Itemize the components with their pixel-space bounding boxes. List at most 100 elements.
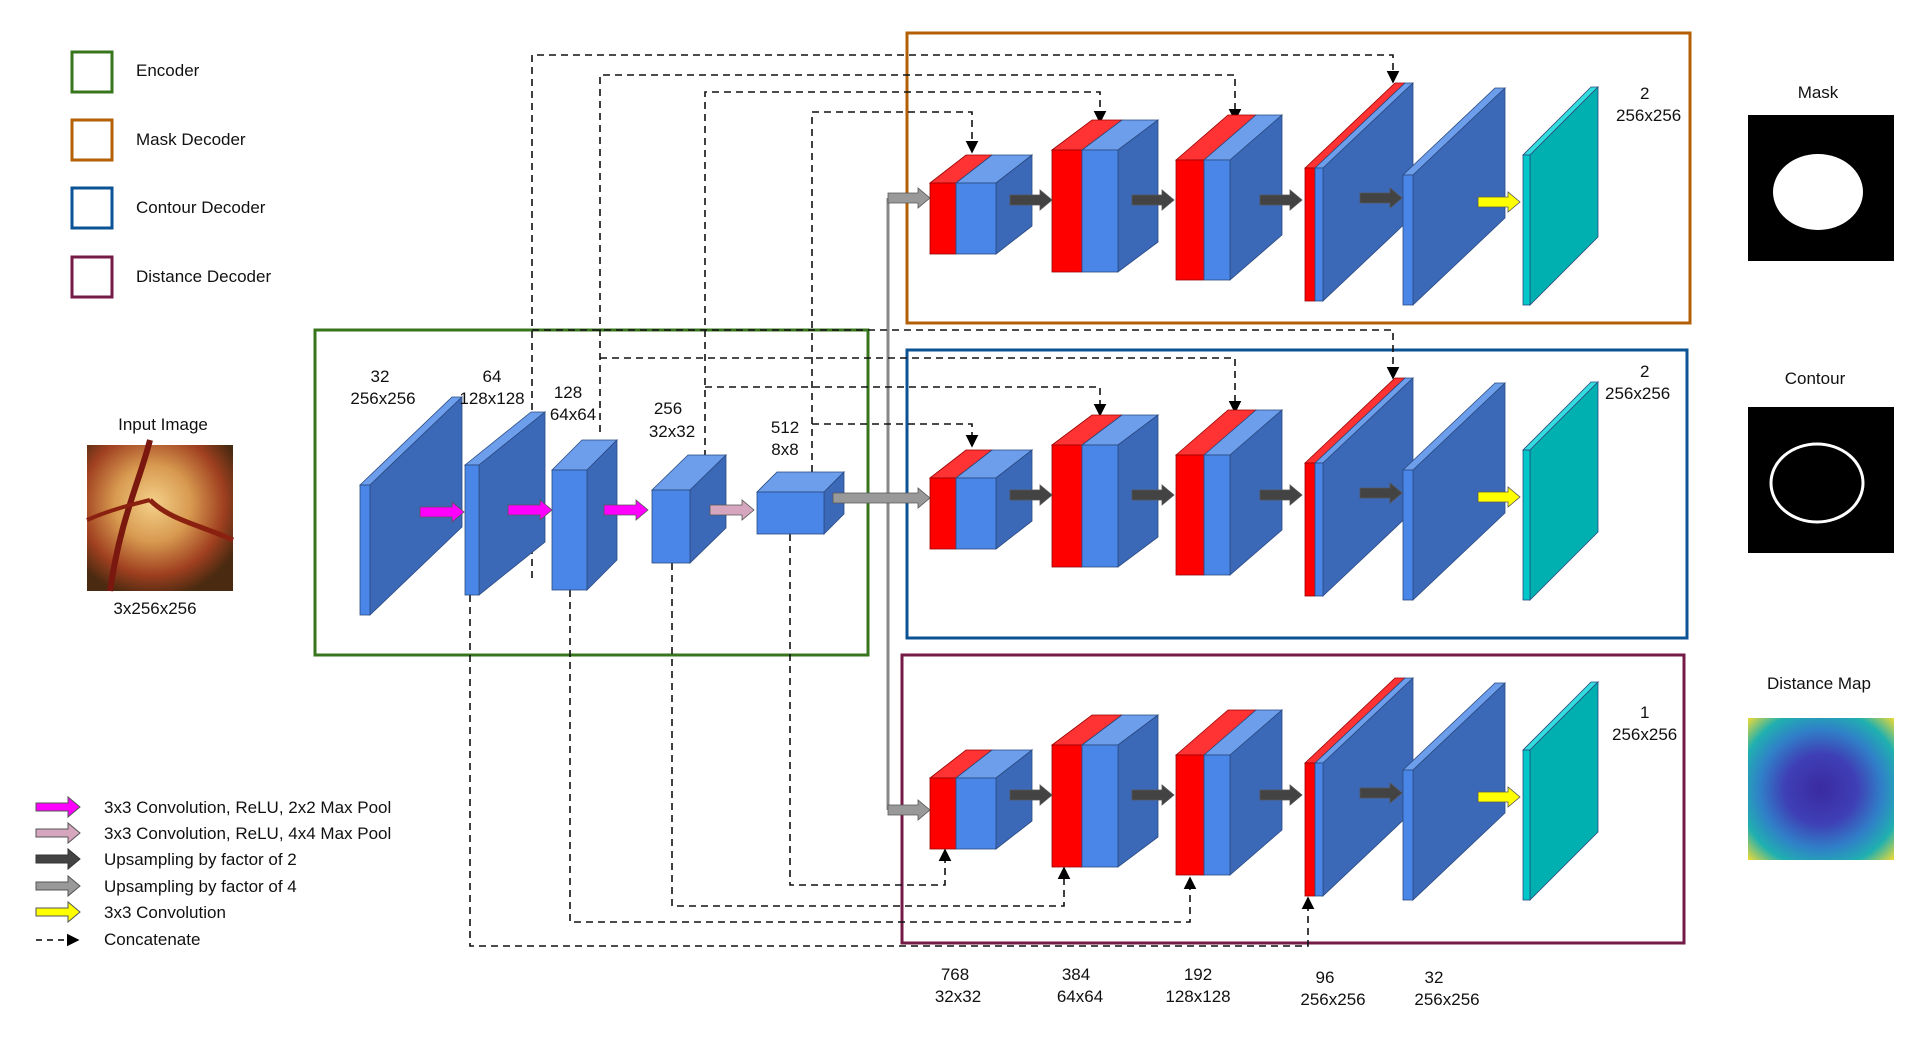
contour-decoder-block-4 <box>1303 377 1415 597</box>
input-image-panel: Input Image 3x256x256 <box>86 415 235 618</box>
contour-output-block <box>1522 381 1599 601</box>
mask-decoder-block-4-red-front <box>1304 167 1316 302</box>
encoder-channels-label: 128 <box>554 383 582 402</box>
contour-output-title: Contour <box>1785 369 1846 388</box>
encoder-color-swatch <box>70 50 114 94</box>
distance-decoder-block-3 <box>1174 709 1284 876</box>
contour-decoder-block-3-blue-front <box>1203 454 1231 576</box>
distance-decoder-block-2-red-front <box>1051 744 1083 868</box>
encoder-channels-label: 512 <box>771 418 799 437</box>
encoder-size-label: 8x8 <box>771 440 798 459</box>
feature-blocks <box>359 82 1599 901</box>
decoder-channels-label: 192 <box>1184 965 1212 984</box>
contour-decoder-block-1-red-front <box>929 477 957 550</box>
upsample2-arrow <box>1131 484 1175 506</box>
skip-connection-line <box>531 54 1400 578</box>
bottom-labels: 768 32x32 384 64x64 192 128x128 96 256x2… <box>935 965 1480 1009</box>
pink-arrow-icon <box>35 821 81 845</box>
decoder-size-label: 64x64 <box>1057 987 1103 1006</box>
skip-connection-line <box>704 91 1107 457</box>
mask-decoder-block-3 <box>1174 114 1284 281</box>
mask-decoder-block-3-blue-front <box>1203 159 1231 281</box>
distance-decoder-block-3-blue-front <box>1203 754 1231 876</box>
distance-output-size: 256x256 <box>1612 725 1677 744</box>
legend-arrow-row: Concatenate <box>36 930 200 949</box>
dark-arrow-icon <box>35 847 81 871</box>
mask-ellipse <box>1773 154 1863 230</box>
distance-decoder-block-1 <box>928 749 1034 850</box>
legend-label: Mask Decoder <box>136 130 246 149</box>
skip-connection-line <box>469 595 1315 947</box>
legend-arrow-label: Upsampling by factor of 4 <box>104 877 297 896</box>
legend: Encoder Mask Decoder Contour Decoder Dis… <box>70 50 271 299</box>
maxpool-arrow <box>507 499 553 521</box>
distance-decoder-block-2-blue-front <box>1081 744 1119 868</box>
mask-output-channels: 2 <box>1640 84 1649 103</box>
upsample2-arrow <box>1259 484 1303 506</box>
decoder-channels-label: 96 <box>1316 968 1335 987</box>
skip-connection-line <box>671 563 1071 907</box>
distance-decoder-region <box>900 653 1686 945</box>
encoder-channels-label: 64 <box>483 367 502 386</box>
encoder-labels: 32 256x256 64 128x128 128 64x64 256 32x3… <box>350 367 799 459</box>
legend-label: Encoder <box>136 61 200 80</box>
mask-output-block <box>1522 86 1599 306</box>
legend-arrow-label: Upsampling by factor of 2 <box>104 850 297 869</box>
skip-connection-line <box>600 357 1242 414</box>
contour-decoder-block-5 <box>1401 382 1507 601</box>
upsample2-arrow <box>1259 784 1303 806</box>
mask-decoder-block-5-side <box>1412 87 1506 306</box>
upsample2-arrow <box>1131 784 1175 806</box>
contour-decoder-block-5-front <box>1402 469 1414 601</box>
upsample2-arrow <box>1259 189 1303 211</box>
distance-decoder-block-4-blue-front <box>1314 762 1324 897</box>
encoder-channels-label: 256 <box>654 399 682 418</box>
output-contour-panel: Contour <box>1748 369 1894 553</box>
decoder-channels-label: 32 <box>1425 968 1444 987</box>
conv-arrow <box>1477 486 1521 508</box>
upsample2-arrow <box>1359 782 1403 804</box>
legend-arrow-row: 3x3 Convolution, ReLU, 4x4 Max Pool <box>35 821 391 845</box>
skip-connection-line <box>811 111 979 472</box>
contour-decoder-color-swatch <box>70 186 114 230</box>
encoder-block-1-front <box>359 484 371 616</box>
distance-output-title: Distance Map <box>1767 674 1871 693</box>
upsample2-arrow <box>1131 189 1175 211</box>
upsample2-arrow <box>1009 784 1053 806</box>
encoder-block-5 <box>756 471 845 535</box>
mask-decoder-block-4 <box>1303 82 1415 302</box>
distance-output-block <box>1522 681 1599 901</box>
contour-decoder-block-4-red-front <box>1304 462 1316 597</box>
distance-map-image <box>1748 718 1894 860</box>
input-image-title: Input Image <box>118 415 208 434</box>
mask-decoder-region <box>905 31 1692 325</box>
upsample2-arrow <box>1009 484 1053 506</box>
fundus-image <box>86 439 235 592</box>
encoder-block-5-front <box>756 491 825 535</box>
output-distance-panel: Distance Map <box>1748 674 1894 860</box>
gray-arrow-icon <box>35 874 81 898</box>
encoder-block-4 <box>651 454 727 564</box>
legend-arrow-label: 3x3 Convolution, ReLU, 2x2 Max Pool <box>104 798 391 817</box>
arrow-legend: 3x3 Convolution, ReLU, 2x2 Max Pool 3x3 … <box>35 795 391 949</box>
contour-output-channels: 2 <box>1640 362 1649 381</box>
input-image-size: 3x256x256 <box>113 599 196 618</box>
upsample2-arrow <box>1359 187 1403 209</box>
decoder-size-label: 32x32 <box>935 987 981 1006</box>
yellow-arrow-icon <box>35 900 81 924</box>
skip-connection-line <box>705 386 1107 417</box>
decoder-channels-label: 384 <box>1062 965 1090 984</box>
mask-output-block-front <box>1522 154 1531 306</box>
decoder-size-label: 256x256 <box>1300 990 1365 1009</box>
distance-decoder-block-1-red-front <box>929 777 957 850</box>
mask-decoder-block-1-red-front <box>929 182 957 255</box>
legend-arrow-label: Concatenate <box>104 930 200 949</box>
contour-output-size: 256x256 <box>1605 384 1670 403</box>
skip-connections <box>469 54 1400 947</box>
encoder-channels-label: 32 <box>371 367 390 386</box>
upsample2-arrow <box>1359 482 1403 504</box>
decoder-channels-label: 768 <box>941 965 969 984</box>
maxpool4-arrow <box>709 499 755 521</box>
decoder-output-labels: 2 256x256 2 256x256 1 256x256 <box>1605 84 1681 744</box>
